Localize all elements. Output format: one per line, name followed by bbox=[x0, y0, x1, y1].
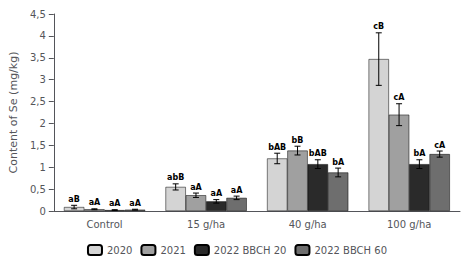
svg-text:bAB: bAB bbox=[268, 143, 286, 152]
svg-text:aA: aA bbox=[109, 199, 121, 208]
svg-text:40 g/ha: 40 g/ha bbox=[289, 219, 327, 230]
svg-text:cA: cA bbox=[434, 141, 446, 150]
svg-text:bB: bB bbox=[292, 136, 304, 145]
svg-text:1: 1 bbox=[39, 162, 45, 173]
svg-text:3: 3 bbox=[39, 74, 45, 85]
svg-text:aA: aA bbox=[231, 186, 243, 195]
svg-text:abB: abB bbox=[167, 173, 184, 182]
svg-text:2022 BBCH 60: 2022 BBCH 60 bbox=[314, 245, 387, 256]
svg-text:2021: 2021 bbox=[160, 245, 185, 256]
svg-text:aA: aA bbox=[190, 183, 202, 192]
svg-text:aA: aA bbox=[89, 198, 101, 207]
svg-text:2: 2 bbox=[39, 118, 45, 129]
svg-text:4,5: 4,5 bbox=[30, 9, 46, 20]
svg-text:Content of Se (mg/kg): Content of Se (mg/kg) bbox=[7, 52, 20, 174]
svg-text:2,5: 2,5 bbox=[30, 96, 46, 107]
svg-text:2022 BBCH 20: 2022 BBCH 20 bbox=[214, 245, 287, 256]
svg-text:0: 0 bbox=[39, 206, 45, 217]
svg-text:aB: aB bbox=[68, 195, 80, 204]
svg-text:cB: cB bbox=[373, 22, 384, 31]
svg-text:0,5: 0,5 bbox=[30, 184, 46, 195]
svg-text:1,5: 1,5 bbox=[30, 140, 46, 151]
svg-text:100 g/ha: 100 g/ha bbox=[387, 219, 431, 230]
svg-text:3,5: 3,5 bbox=[30, 52, 46, 63]
svg-text:Control: Control bbox=[86, 219, 122, 230]
svg-text:bA: bA bbox=[332, 158, 345, 167]
svg-text:15 g/ha: 15 g/ha bbox=[187, 219, 225, 230]
svg-text:2020: 2020 bbox=[107, 245, 132, 256]
svg-text:cA: cA bbox=[394, 93, 406, 102]
svg-text:aA: aA bbox=[210, 189, 222, 198]
svg-text:bA: bA bbox=[413, 149, 426, 158]
svg-text:bAB: bAB bbox=[309, 149, 327, 158]
svg-text:4: 4 bbox=[39, 30, 45, 41]
svg-text:aA: aA bbox=[129, 199, 141, 208]
